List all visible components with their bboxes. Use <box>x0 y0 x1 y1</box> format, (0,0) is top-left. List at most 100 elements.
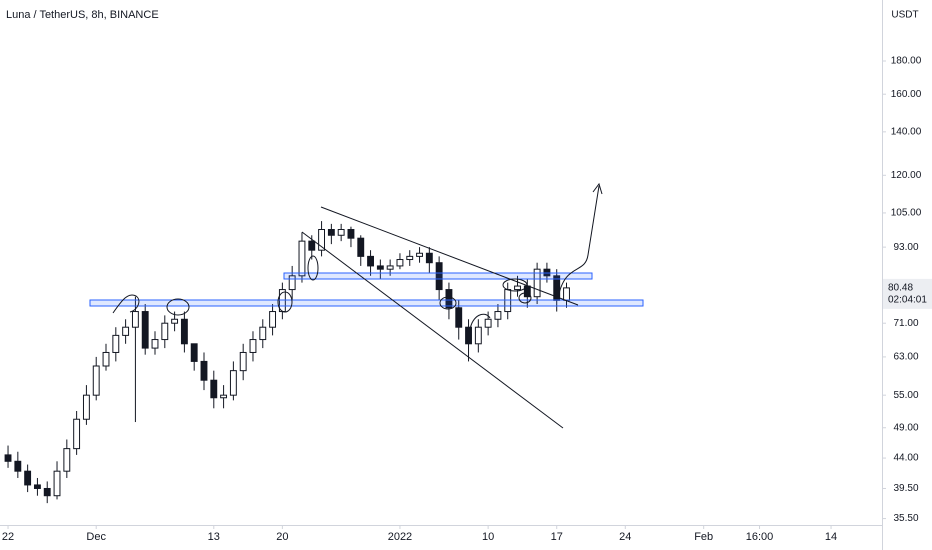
sketch <box>469 313 491 331</box>
candle-body <box>220 394 228 399</box>
axes: 35.50 39.50 44.00 49.00 55.00 63.00 71.00 93.00… <box>2 56 932 543</box>
candle-body <box>92 365 100 396</box>
candle-body <box>210 379 218 399</box>
candle-body <box>180 318 188 345</box>
candle-body <box>455 307 463 328</box>
symbol-title: Luna / TetherUS, 8h, BINANCE <box>6 9 159 21</box>
x-tick-label: 14 <box>825 531 837 543</box>
candle-body <box>53 470 61 497</box>
y-tick-label: 63.00 <box>893 352 918 363</box>
candle-body <box>249 339 257 353</box>
candle-body <box>24 470 32 486</box>
candle-body <box>416 252 423 257</box>
y-tick-label: 44.00 <box>893 453 918 464</box>
countdown-label: 02:04:01 <box>888 295 927 306</box>
candle-body <box>190 343 198 362</box>
candle-body <box>494 311 502 320</box>
x-tick-label: 17 <box>551 531 563 543</box>
y-tick-label: 160.00 <box>891 89 922 100</box>
x-tick-label: Dec <box>86 531 106 543</box>
arrow-path <box>557 185 600 299</box>
y-tick-label: 55.00 <box>893 390 918 401</box>
candle-body <box>33 484 41 489</box>
candle-body <box>308 240 316 251</box>
candle-body <box>43 487 51 497</box>
drawings <box>89 182 644 429</box>
candle-body <box>337 229 345 236</box>
last-price-box <box>883 278 932 309</box>
candle-body <box>445 289 453 309</box>
candle-body <box>465 326 472 345</box>
candle-body <box>239 351 247 372</box>
sketch <box>307 255 319 281</box>
candle-body <box>327 229 335 236</box>
candle-body <box>376 265 384 270</box>
sketch <box>518 292 532 304</box>
x-tick-label: 20 <box>276 531 288 543</box>
candle-body <box>14 460 22 472</box>
support-zone <box>89 299 644 307</box>
candle-body <box>122 326 130 336</box>
y-tick-label: 105.00 <box>891 208 922 219</box>
y-tick-label: 93.00 <box>893 242 918 253</box>
candle-body <box>396 259 404 267</box>
candle-body <box>131 311 139 328</box>
candle-body <box>141 311 149 349</box>
y-tick-label: 140.00 <box>891 126 922 137</box>
candle-body <box>112 334 120 353</box>
x-tick-label: 16:00 <box>746 531 774 543</box>
x-tick-label: 24 <box>619 531 631 543</box>
trend-line <box>320 206 579 306</box>
sketch <box>277 291 293 313</box>
candle-body <box>406 255 414 261</box>
candle-body <box>514 285 521 291</box>
y-tick-label: 180.00 <box>891 56 922 67</box>
candle-body <box>171 318 179 324</box>
candle-body <box>73 418 81 450</box>
candle-body <box>200 360 208 381</box>
candle-body <box>151 339 159 349</box>
candle-body <box>63 448 71 472</box>
candle-body <box>269 311 277 328</box>
candle-body <box>102 351 110 367</box>
candle-body <box>82 394 90 420</box>
candle-body <box>229 370 237 396</box>
candle-body <box>4 454 12 462</box>
y-tick-label: 35.50 <box>893 513 918 524</box>
x-tick-label: Feb <box>694 531 713 543</box>
x-tick-label: 13 <box>208 531 220 543</box>
y-tick-label: 39.50 <box>893 483 918 494</box>
sketch <box>502 278 528 292</box>
candles <box>4 221 570 504</box>
candle-body <box>474 326 482 345</box>
candle-body <box>259 326 267 341</box>
x-tick-label: 10 <box>482 531 494 543</box>
y-tick-label: 71.00 <box>893 318 918 329</box>
candle-body <box>288 275 296 291</box>
candle-body <box>484 318 492 328</box>
candle-body <box>435 262 443 291</box>
candle-body <box>161 322 169 341</box>
y-tick-label: 120.00 <box>891 170 922 181</box>
arrow-head <box>592 182 603 195</box>
candle-body <box>318 229 326 251</box>
candle-body <box>386 265 394 270</box>
sketch <box>439 296 457 310</box>
x-tick-label: 2022 <box>388 531 412 543</box>
candle-body <box>357 237 365 257</box>
last-price-label: 80.48 <box>888 283 913 294</box>
y-tick-label: 49.00 <box>893 422 918 433</box>
resistance-zone <box>283 272 593 280</box>
currency-label: USDT <box>891 10 918 21</box>
x-tick-label: 22 <box>2 531 14 543</box>
candle-body <box>425 252 433 264</box>
sketch <box>166 298 190 316</box>
sketch <box>112 294 140 314</box>
candle-body <box>533 268 541 298</box>
trend-line <box>301 231 564 429</box>
candle-body <box>347 229 355 239</box>
candle-body <box>298 240 306 277</box>
candle-body <box>563 287 570 301</box>
